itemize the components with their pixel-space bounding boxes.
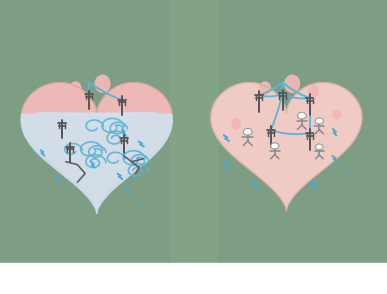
- Polygon shape: [122, 129, 126, 136]
- Ellipse shape: [232, 118, 240, 129]
- Circle shape: [271, 143, 279, 149]
- Ellipse shape: [285, 75, 300, 92]
- Ellipse shape: [309, 86, 318, 97]
- Polygon shape: [211, 83, 362, 210]
- Polygon shape: [332, 128, 337, 136]
- Polygon shape: [91, 161, 95, 168]
- Polygon shape: [311, 182, 316, 189]
- Polygon shape: [125, 188, 130, 194]
- Ellipse shape: [119, 86, 128, 97]
- Ellipse shape: [260, 82, 271, 94]
- Polygon shape: [56, 176, 60, 183]
- Ellipse shape: [333, 110, 341, 119]
- Bar: [0, 263, 387, 294]
- Circle shape: [315, 118, 324, 124]
- Ellipse shape: [143, 110, 151, 119]
- Text: (b): (b): [277, 275, 295, 288]
- Polygon shape: [224, 161, 228, 168]
- Polygon shape: [21, 83, 172, 210]
- Polygon shape: [21, 113, 172, 213]
- Polygon shape: [253, 182, 258, 189]
- Ellipse shape: [42, 118, 51, 129]
- Circle shape: [315, 144, 323, 150]
- Text: (a): (a): [88, 275, 105, 288]
- Polygon shape: [117, 173, 123, 179]
- Ellipse shape: [95, 75, 110, 92]
- Circle shape: [243, 128, 252, 135]
- Circle shape: [298, 112, 306, 119]
- Polygon shape: [332, 156, 338, 162]
- Polygon shape: [40, 150, 45, 156]
- Bar: [170, 0, 217, 266]
- Ellipse shape: [70, 82, 81, 94]
- Polygon shape: [138, 141, 144, 147]
- Polygon shape: [223, 135, 229, 141]
